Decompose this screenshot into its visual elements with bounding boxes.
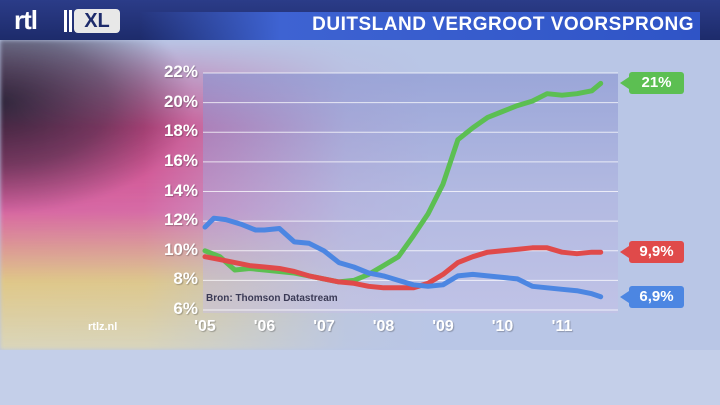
end-label-pointer — [620, 290, 629, 303]
y-tick-label: 12% — [163, 210, 198, 230]
y-tick-label: 20% — [163, 91, 198, 111]
x-tick-label: '08 — [372, 318, 395, 335]
series-lines — [202, 80, 604, 300]
bottom-band — [0, 350, 720, 405]
series-line-green — [202, 80, 604, 285]
end-label-red: 9,9% — [629, 241, 684, 264]
end-label-pointer — [620, 246, 629, 259]
rtl-xl-logo: rtl XL — [14, 5, 122, 35]
page-title: DUITSLAND VERGROOT VOORSPRONG — [312, 14, 694, 35]
logo-text: rtl — [14, 5, 38, 35]
y-tick-label: 22% — [163, 62, 198, 81]
logo-separator — [64, 10, 72, 32]
x-tick-label: '10 — [491, 318, 514, 335]
y-tick-label: 8% — [173, 269, 198, 289]
y-tick-label: 6% — [173, 299, 198, 318]
x-tick-label: '05 — [194, 318, 216, 335]
footer-tag: rtlz.nl — [88, 321, 118, 333]
y-tick-label: 18% — [163, 121, 198, 141]
x-tick-label: '09 — [432, 318, 454, 335]
y-tick-label: 10% — [163, 239, 198, 259]
series-line-red — [202, 245, 604, 291]
end-label-green: 21% — [629, 72, 684, 95]
logo-badge: XL — [74, 9, 120, 33]
x-tick-label: '06 — [253, 318, 276, 335]
header-bar: rtl XL DUITSLAND VERGROOT VOORSPRONG — [0, 0, 720, 40]
series-line-blue — [202, 215, 604, 300]
gridlines — [203, 72, 618, 311]
end-label-blue: 6,9% — [629, 285, 684, 308]
x-tick-label: '07 — [313, 318, 335, 335]
y-tick-label: 16% — [163, 150, 198, 170]
y-tick-label: 14% — [163, 180, 198, 200]
source-note: Bron: Thomson Datastream — [206, 293, 338, 304]
x-tick-label: '11 — [551, 318, 573, 335]
end-label-pointer — [620, 77, 629, 90]
title-strip — [140, 12, 700, 40]
